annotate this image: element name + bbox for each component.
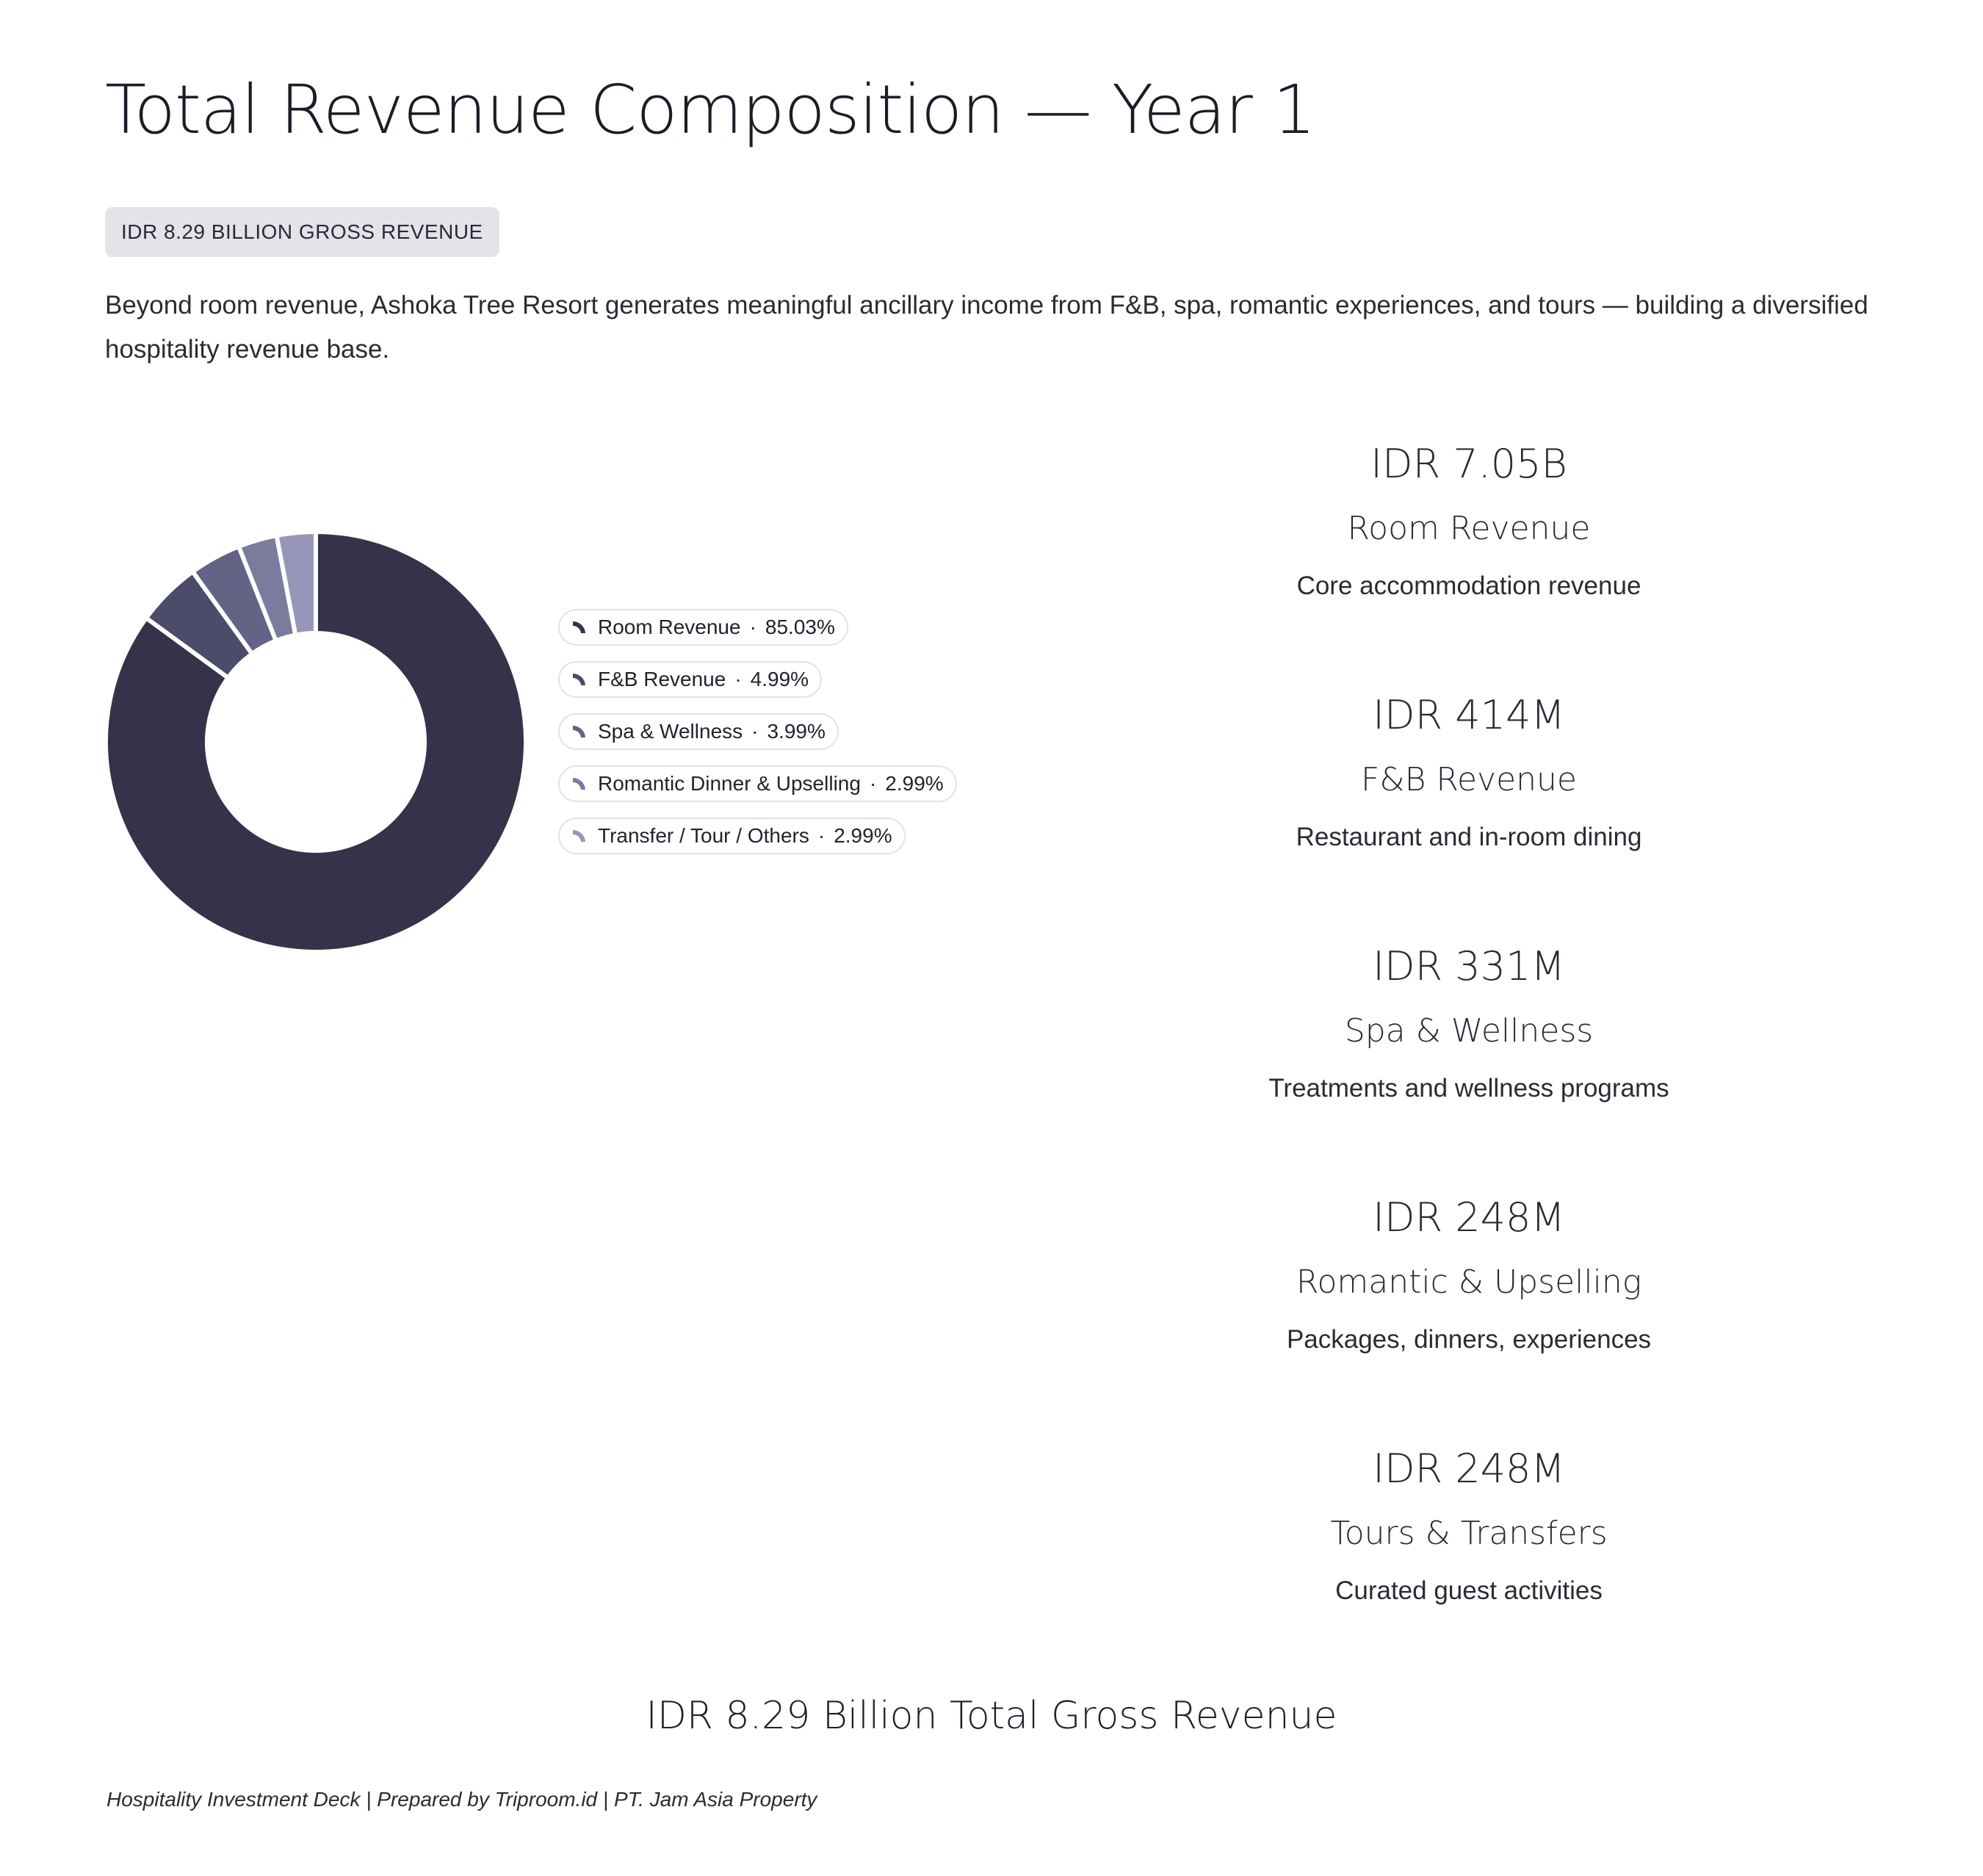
legend-swatch-icon	[571, 828, 588, 844]
legend-swatch-icon	[571, 671, 588, 688]
metric-label: Tours & Transfers	[1330, 1515, 1608, 1552]
legend-item: Room Revenue · 85.03%	[558, 609, 848, 646]
metric-description: Packages, dinners, experiences	[1286, 1325, 1652, 1354]
legend-value: 2.99%	[885, 772, 944, 795]
legend-row: Room Revenue · 85.03%	[558, 609, 957, 661]
legend-swatch-icon	[571, 724, 588, 740]
legend-separator: ·	[817, 824, 826, 847]
metric-description: Core accommodation revenue	[1296, 571, 1641, 600]
legend-separator: ·	[734, 668, 742, 690]
legend-value: 4.99%	[750, 668, 809, 690]
gross-revenue-badge: IDR 8.29 BILLION GROSS REVENUE	[105, 207, 499, 257]
metric-value: IDR 248M	[1373, 1446, 1565, 1492]
legend-label: Spa & Wellness	[598, 720, 743, 743]
legend-value: 85.03%	[765, 616, 835, 638]
metric-label: Spa & Wellness	[1344, 1012, 1594, 1050]
page-title: Total Revenue Composition — Year 1	[105, 71, 1316, 149]
legend-separator: ·	[749, 616, 756, 638]
legend-row: Transfer / Tour / Others · 2.99%	[558, 818, 957, 870]
legend-row: Spa & Wellness · 3.99%	[558, 713, 957, 765]
legend-value: 3.99%	[767, 720, 826, 743]
intro-paragraph: Beyond room revenue, Ashoka Tree Resort …	[105, 291, 1868, 364]
legend-item: Transfer / Tour / Others · 2.99%	[558, 818, 906, 854]
legend-separator: ·	[751, 720, 759, 743]
footer-credit: Hospitality Investment Deck | Prepared b…	[106, 1788, 817, 1811]
legend-label: Romantic Dinner & Upselling	[598, 772, 861, 795]
metric-description: Curated guest activities	[1335, 1576, 1603, 1605]
metric-romantic-upselling: IDR 248M Romantic & Upselling Packages, …	[1175, 1188, 1763, 1362]
metric-value: IDR 331M	[1373, 943, 1565, 989]
legend-label: F&B Revenue	[598, 668, 726, 690]
donut-slice-4	[274, 530, 318, 638]
legend-label: Transfer / Tour / Others	[598, 824, 809, 847]
legend-swatch-icon	[571, 776, 588, 792]
legend-item: Spa & Wellness · 3.99%	[558, 713, 839, 750]
metric-label: Room Revenue	[1347, 510, 1591, 547]
metric-value: IDR 248M	[1373, 1194, 1565, 1241]
legend-separator: ·	[869, 772, 877, 795]
legend-row: F&B Revenue · 4.99%	[558, 661, 957, 713]
metric-spa-wellness: IDR 331M Spa & Wellness Treatments and w…	[1175, 937, 1763, 1111]
metric-value: IDR 414M	[1373, 692, 1565, 738]
legend-value: 2.99%	[834, 824, 892, 847]
chart-legend: Room Revenue · 85.03% F&B Revenue · 4.99% Spa …	[558, 609, 957, 870]
metric-description: Restaurant and in-room dining	[1296, 823, 1642, 851]
metric-description: Treatments and wellness programs	[1268, 1074, 1669, 1103]
metric-label: F&B Revenue	[1360, 761, 1578, 798]
metric-fb-revenue: IDR 414M F&B Revenue Restaurant and in-r…	[1175, 686, 1763, 859]
legend-row: Romantic Dinner & Upselling · 2.99%	[558, 765, 957, 818]
revenue-donut-chart	[103, 529, 529, 955]
metric-value: IDR 7.05B	[1370, 441, 1567, 487]
metric-tours-transfers: IDR 248M Tours & Transfers Curated guest…	[1175, 1440, 1763, 1613]
legend-item: F&B Revenue · 4.99%	[558, 661, 823, 698]
legend-swatch-icon	[571, 619, 588, 635]
legend-item: Romantic Dinner & Upselling · 2.99%	[558, 765, 957, 802]
metric-room-revenue: IDR 7.05B Room Revenue Core accommodatio…	[1175, 435, 1763, 608]
metric-label: Romantic & Upselling	[1296, 1263, 1642, 1301]
donut-slice-0	[104, 530, 528, 954]
legend-label: Room Revenue	[598, 616, 741, 638]
total-gross-revenue: IDR 8.29 Billion Total Gross Revenue	[646, 1694, 1337, 1738]
